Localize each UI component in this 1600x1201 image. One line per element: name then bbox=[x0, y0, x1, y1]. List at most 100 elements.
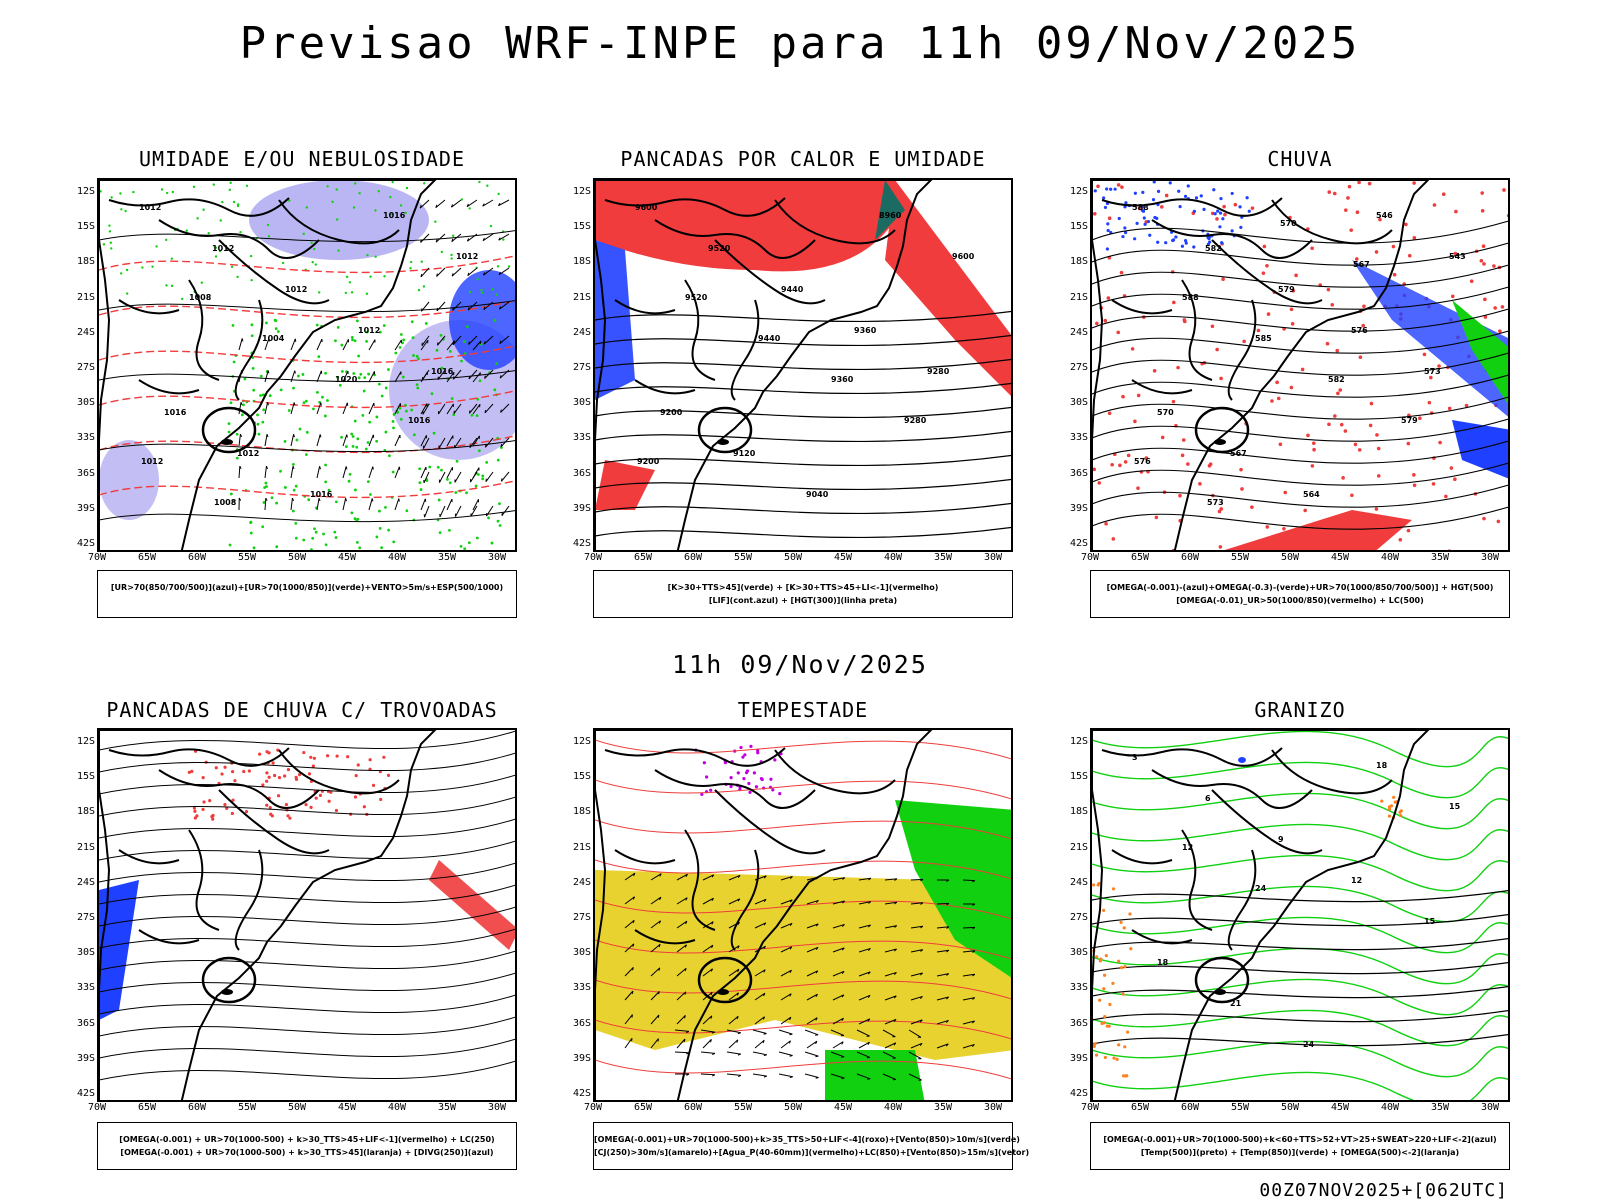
panel-4-title: PANCADAS DE CHUVA C/ TROVOADAS bbox=[92, 698, 512, 722]
svg-text:1012: 1012 bbox=[237, 449, 259, 458]
panel-5-lat-label: 27S bbox=[563, 912, 591, 923]
panel-3-lon-label: 50W bbox=[1270, 552, 1310, 563]
panel-4-lon-label: 55W bbox=[227, 1102, 267, 1113]
panel-5-lat-label: 36S bbox=[563, 1018, 591, 1029]
svg-text:8960: 8960 bbox=[879, 211, 902, 220]
panel-4-lon-label: 45W bbox=[327, 1102, 367, 1113]
panel-1-lon-label: 55W bbox=[227, 552, 267, 563]
panel-6-lat-label: 42S bbox=[1060, 1088, 1088, 1099]
panel-5-lon-label: 40W bbox=[873, 1102, 913, 1113]
panel-5-map bbox=[593, 728, 1013, 1102]
panel-2-lon-label: 65W bbox=[623, 552, 663, 563]
svg-text:579: 579 bbox=[1401, 416, 1418, 425]
panel-6-lon-label: 35W bbox=[1420, 1102, 1460, 1113]
panel-1-lon-label: 70W bbox=[77, 552, 117, 563]
panel-5-lat-label: 24S bbox=[563, 877, 591, 888]
panel-1-lon-label: 45W bbox=[327, 552, 367, 563]
panel-5-legend: [OMEGA(-0.001)+UR>70(1000-500)+k>35_TTS>… bbox=[593, 1122, 1013, 1170]
svg-text:6: 6 bbox=[1205, 794, 1211, 803]
svg-text:1016: 1016 bbox=[431, 367, 454, 376]
panel-2-lon-label: 50W bbox=[773, 552, 813, 563]
panel-1-legend: [UR>70(850/700/500)](azul)+[UR>70(1000/8… bbox=[97, 570, 517, 618]
panel-5-lon-label: 45W bbox=[823, 1102, 863, 1113]
panel-2-lat-label: 27S bbox=[563, 362, 591, 373]
svg-text:582: 582 bbox=[1205, 244, 1222, 253]
panel-3-lon-label: 60W bbox=[1170, 552, 1210, 563]
panel-1-map-graphic: 1012101210121012101610161012101610161012… bbox=[99, 180, 517, 552]
panel-3-lat-label: 21S bbox=[1060, 292, 1088, 303]
panel-5-lon-label: 65W bbox=[623, 1102, 663, 1113]
panel-4-lat-label: 12S bbox=[67, 736, 95, 747]
panel-4-lon-label: 30W bbox=[477, 1102, 517, 1113]
panel-4-legend: [OMEGA(-0.001) + UR>70(1000-500) + k>30_… bbox=[97, 1122, 517, 1170]
svg-text:9520: 9520 bbox=[708, 244, 731, 253]
panel-6-title: GRANIZO bbox=[1090, 698, 1510, 722]
panel-1-lat-label: 33S bbox=[67, 432, 95, 443]
panel-4-map-graphic bbox=[99, 730, 517, 1102]
panel-3-lon-label: 30W bbox=[1470, 552, 1510, 563]
panel-1-lat-label: 15S bbox=[67, 221, 95, 232]
panel-1-lat-label: 42S bbox=[67, 538, 95, 549]
panel-3-lon-label: 65W bbox=[1120, 552, 1160, 563]
svg-text:588: 588 bbox=[1132, 203, 1149, 212]
panel-1-lat-label: 12S bbox=[67, 186, 95, 197]
panel-6-lon-label: 55W bbox=[1220, 1102, 1260, 1113]
panel-4-lat-label: 24S bbox=[67, 877, 95, 888]
panel-2-lat-label: 12S bbox=[563, 186, 591, 197]
panel-1-lon-label: 40W bbox=[377, 552, 417, 563]
svg-text:1020: 1020 bbox=[335, 375, 358, 384]
svg-text:1008: 1008 bbox=[214, 498, 237, 507]
panel-6-legend-line1: [OMEGA(-0.001)+UR>70(1000-500)+k<60+TTS>… bbox=[1091, 1133, 1509, 1146]
panel-6-lon-label: 65W bbox=[1120, 1102, 1160, 1113]
svg-text:1012: 1012 bbox=[141, 457, 163, 466]
panel-3-lat-label: 39S bbox=[1060, 503, 1088, 514]
svg-text:9120: 9120 bbox=[733, 449, 756, 458]
svg-text:12: 12 bbox=[1182, 843, 1193, 852]
panel-1-lon-label: 50W bbox=[277, 552, 317, 563]
panel-4-lat-label: 42S bbox=[67, 1088, 95, 1099]
svg-text:15: 15 bbox=[1424, 917, 1436, 926]
panel-3-lat-label: 33S bbox=[1060, 432, 1088, 443]
panel-2-lon-label: 40W bbox=[873, 552, 913, 563]
panel-2-lat-label: 18S bbox=[563, 256, 591, 267]
panel-4-lat-label: 30S bbox=[67, 947, 95, 958]
panel-3-lon-label: 40W bbox=[1370, 552, 1410, 563]
panel-6-lon-label: 30W bbox=[1470, 1102, 1510, 1113]
svg-text:9440: 9440 bbox=[781, 285, 804, 294]
panel-6-lat-label: 39S bbox=[1060, 1053, 1088, 1064]
panel-1-lat-label: 21S bbox=[67, 292, 95, 303]
svg-text:1012: 1012 bbox=[358, 326, 380, 335]
panel-6-lon-label: 50W bbox=[1270, 1102, 1310, 1113]
panel-4-lat-label: 27S bbox=[67, 912, 95, 923]
panel-6-lat-label: 33S bbox=[1060, 982, 1088, 993]
svg-text:15: 15 bbox=[1449, 802, 1461, 811]
panel-1-lat-label: 39S bbox=[67, 503, 95, 514]
svg-text:21: 21 bbox=[1230, 999, 1242, 1008]
panel-3-lat-label: 30S bbox=[1060, 397, 1088, 408]
panel-5-lat-label: 15S bbox=[563, 771, 591, 782]
svg-text:579: 579 bbox=[1278, 285, 1295, 294]
svg-text:1016: 1016 bbox=[383, 211, 406, 220]
panel-5-lon-label: 50W bbox=[773, 1102, 813, 1113]
panel-6-lat-label: 36S bbox=[1060, 1018, 1088, 1029]
svg-text:9200: 9200 bbox=[660, 408, 683, 417]
panel-6-legend: [OMEGA(-0.001)+UR>70(1000-500)+k<60+TTS>… bbox=[1090, 1122, 1510, 1170]
panel-6-lat-label: 12S bbox=[1060, 736, 1088, 747]
panel-1-lat-label: 27S bbox=[67, 362, 95, 373]
svg-text:24: 24 bbox=[1255, 884, 1267, 893]
panel-3-legend-line1: [OMEGA(-0.001)-(azul)+OMEGA(-0.3)-(verde… bbox=[1091, 581, 1509, 594]
panel-5-lat-label: 39S bbox=[563, 1053, 591, 1064]
panel-4-lat-label: 15S bbox=[67, 771, 95, 782]
panel-4-map bbox=[97, 728, 517, 1102]
panel-5-lon-label: 30W bbox=[973, 1102, 1013, 1113]
panel-6-lat-label: 15S bbox=[1060, 771, 1088, 782]
panel-3-lat-label: 18S bbox=[1060, 256, 1088, 267]
main-title: Previsao WRF-INPE para 11h 09/Nov/2025 bbox=[0, 18, 1600, 69]
svg-text:570: 570 bbox=[1280, 219, 1297, 228]
panel-2-lon-label: 30W bbox=[973, 552, 1013, 563]
svg-text:1016: 1016 bbox=[408, 416, 431, 425]
panel-6-lat-label: 21S bbox=[1060, 842, 1088, 853]
svg-text:573: 573 bbox=[1424, 367, 1441, 376]
panel-1-lon-label: 35W bbox=[427, 552, 467, 563]
